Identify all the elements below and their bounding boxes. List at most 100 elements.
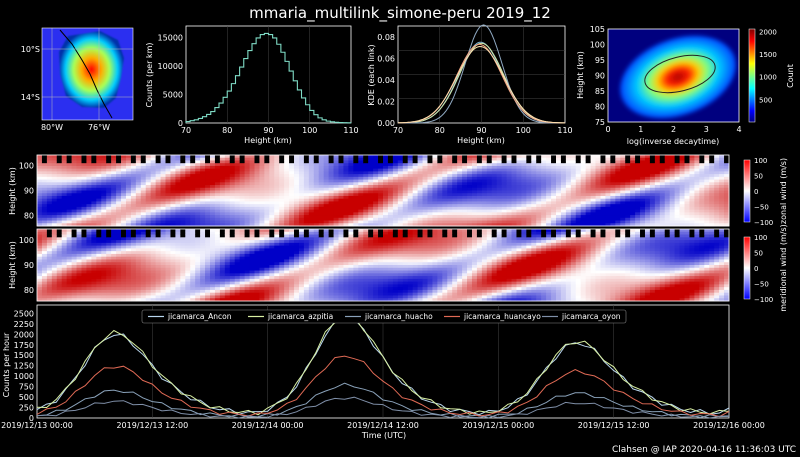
wind-cell	[219, 190, 226, 194]
wind-cell	[333, 163, 339, 167]
wind-cell	[66, 174, 72, 178]
wind-cell	[442, 176, 448, 180]
wind-cell	[125, 273, 132, 277]
wind-cell	[531, 182, 537, 186]
wind-cell	[244, 284, 250, 288]
wind-cell	[615, 157, 621, 161]
wind-cell	[96, 259, 102, 263]
wind-cell	[130, 289, 137, 294]
wind-cell	[86, 185, 92, 189]
wind-cell	[210, 248, 216, 252]
wind-cell	[145, 278, 152, 283]
wind-cell	[165, 259, 171, 263]
wind-cell	[160, 256, 166, 260]
wind-cell	[200, 190, 206, 194]
wind-cell	[61, 201, 68, 205]
wind-cell	[101, 198, 107, 202]
wind-cell	[244, 267, 250, 271]
wind-cell	[313, 185, 320, 189]
wind-cell	[486, 195, 493, 200]
wind-cell	[590, 195, 596, 200]
wind-cell	[402, 204, 409, 208]
wind-cell	[279, 198, 285, 202]
wind-cell	[140, 256, 147, 260]
wind-cell	[585, 198, 591, 202]
wind-cell	[669, 201, 676, 205]
wind-cell	[284, 182, 290, 186]
wind-cell	[654, 193, 661, 197]
wind-cell	[338, 182, 344, 186]
wind-cell	[160, 237, 166, 241]
wind-cell	[279, 193, 285, 197]
wind-cell	[486, 157, 493, 161]
wind-cell	[219, 212, 226, 216]
wind-cell	[412, 209, 418, 213]
wind-cell	[264, 284, 270, 288]
wind-cell	[516, 174, 522, 178]
wind-cell	[373, 206, 379, 211]
wind-cell	[412, 220, 418, 224]
wind-cell	[121, 217, 127, 221]
wind-cell	[160, 292, 166, 296]
wind-cell	[422, 206, 428, 211]
wind-cell	[521, 160, 527, 164]
wind-cell	[86, 273, 92, 277]
wind-cell	[214, 248, 221, 252]
wind-cell	[620, 179, 626, 183]
wind-cell	[714, 190, 720, 194]
wind-cell	[41, 262, 48, 266]
wind-cell	[640, 157, 646, 161]
wind-cell	[605, 209, 611, 213]
wind-cell	[452, 223, 458, 227]
wind-cell	[175, 155, 181, 159]
wind-cell	[111, 281, 117, 285]
wind-cell	[150, 237, 157, 241]
wind-cell	[457, 201, 463, 205]
wind-cell	[486, 193, 493, 197]
wind-cell	[224, 245, 231, 249]
wind-cell	[412, 163, 418, 167]
wind-cell	[165, 262, 171, 266]
wind-cell	[600, 193, 606, 197]
wind-cell	[462, 155, 468, 159]
wind-cell	[205, 193, 211, 197]
wind-cell	[190, 163, 196, 167]
wind-cell	[234, 206, 241, 211]
wind-cell	[353, 190, 359, 194]
wind-cell	[457, 176, 463, 180]
wind-cell	[125, 237, 132, 241]
wind-cell	[61, 229, 68, 233]
wind-cell	[318, 155, 325, 159]
wind-cell	[284, 198, 290, 202]
wind-cell	[476, 185, 483, 189]
wind-cell	[427, 223, 433, 227]
wind-cell	[526, 155, 532, 159]
wind-cell	[106, 187, 112, 191]
wind-cell	[86, 262, 92, 266]
wind-cell	[397, 157, 404, 161]
wind-cell	[229, 155, 236, 159]
wind-cell	[185, 174, 191, 178]
wind-cell	[125, 163, 132, 167]
wind-cell	[565, 195, 572, 200]
wind-cell	[41, 295, 48, 299]
wind-cell	[605, 174, 611, 178]
wind-cell	[135, 287, 142, 291]
wind-cell	[185, 193, 191, 197]
wind-cell	[486, 168, 493, 172]
wind-cell	[155, 212, 161, 216]
kde-ytick: 0.04	[377, 76, 395, 85]
wind-cell	[155, 201, 161, 205]
wind-cell	[447, 220, 453, 224]
wind-cell	[259, 223, 265, 227]
wind-cell	[457, 179, 463, 183]
wind-cell	[165, 256, 171, 260]
wind-cell	[294, 187, 300, 191]
wind-cell	[170, 217, 176, 221]
wind-cell	[308, 157, 315, 161]
wind-cell	[560, 155, 567, 159]
wind-cell	[210, 242, 216, 247]
wind-cell	[234, 195, 241, 200]
wind-cell	[556, 163, 562, 167]
wind-cell	[130, 174, 137, 178]
